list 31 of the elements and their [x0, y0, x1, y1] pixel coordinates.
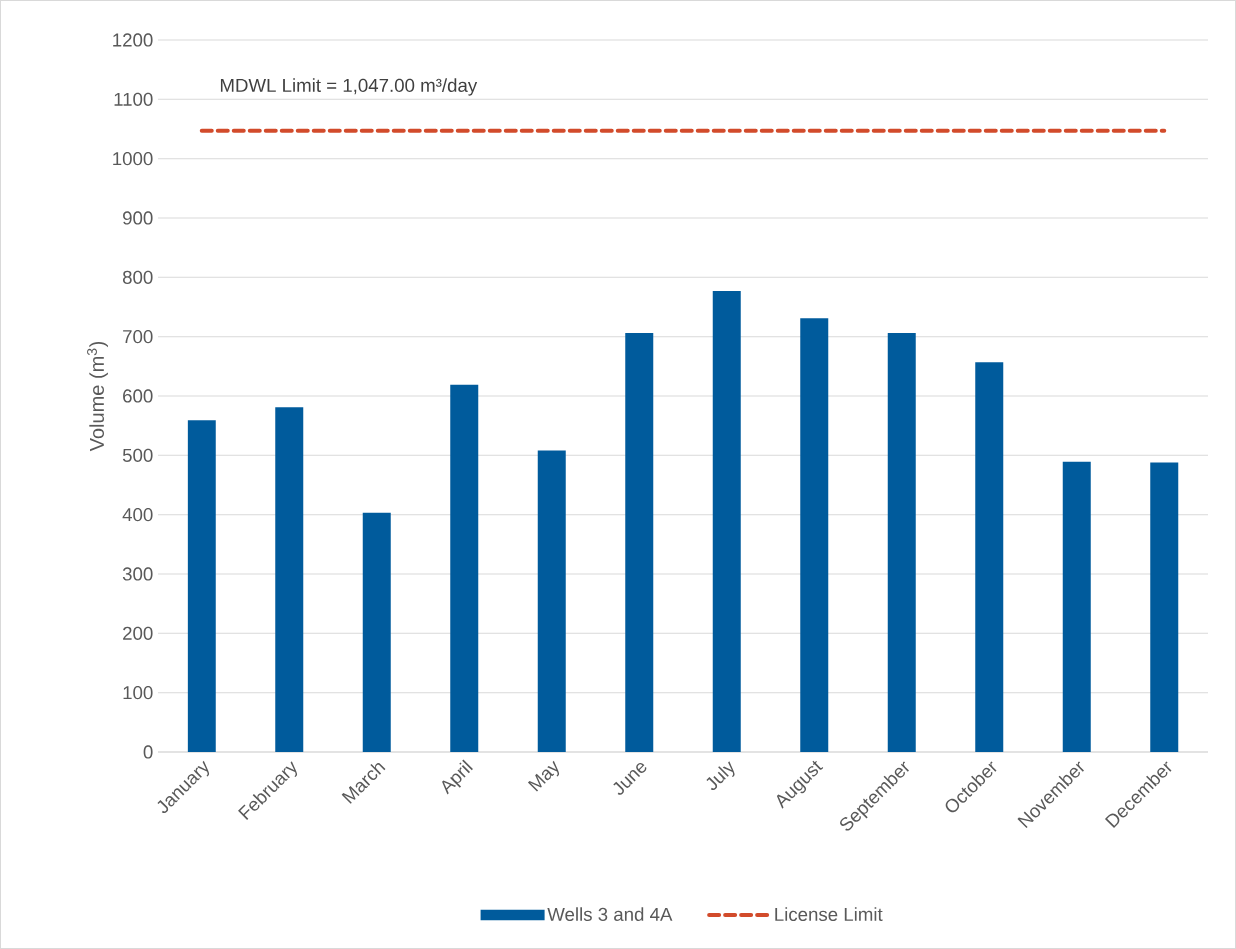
y-tick-label: 300 — [122, 567, 153, 581]
bar — [625, 333, 654, 752]
y-tick-label: 700 — [123, 330, 153, 344]
bar — [887, 333, 916, 752]
y-tick-label: 200 — [123, 626, 153, 640]
bar — [450, 384, 479, 752]
y-tick-label: 1100 — [114, 92, 153, 106]
x-tick-label: May — [527, 760, 560, 792]
bar — [187, 420, 216, 752]
legend-label: License Limit — [775, 907, 883, 921]
bar — [275, 407, 304, 752]
bar — [800, 318, 829, 752]
y-tick-label: 1200 — [113, 33, 153, 47]
y-axis-title: Volume (m$^{3}$) — [87, 341, 108, 452]
x-tick-label: July — [706, 761, 735, 791]
y-tick-label: 0 — [143, 745, 153, 759]
y-tick-label: 800 — [122, 270, 153, 284]
bar — [537, 450, 566, 752]
legend-label: Wells 3 and 4A — [547, 907, 673, 921]
y-tick-label: 500 — [122, 448, 153, 462]
bar — [1062, 461, 1091, 752]
bar — [362, 512, 391, 752]
y-tick-label: 1000 — [113, 152, 153, 166]
y-tick-label: 400 — [122, 508, 153, 522]
y-tick-label: 600 — [123, 389, 153, 403]
annotation: MDWL Limit = 1,047.00 m³/day — [220, 78, 478, 96]
bar — [712, 290, 741, 752]
y-tick-label: 900 — [123, 211, 153, 225]
y-tick-label: 100 — [123, 686, 153, 700]
bar — [1150, 462, 1179, 752]
bar — [975, 362, 1004, 752]
